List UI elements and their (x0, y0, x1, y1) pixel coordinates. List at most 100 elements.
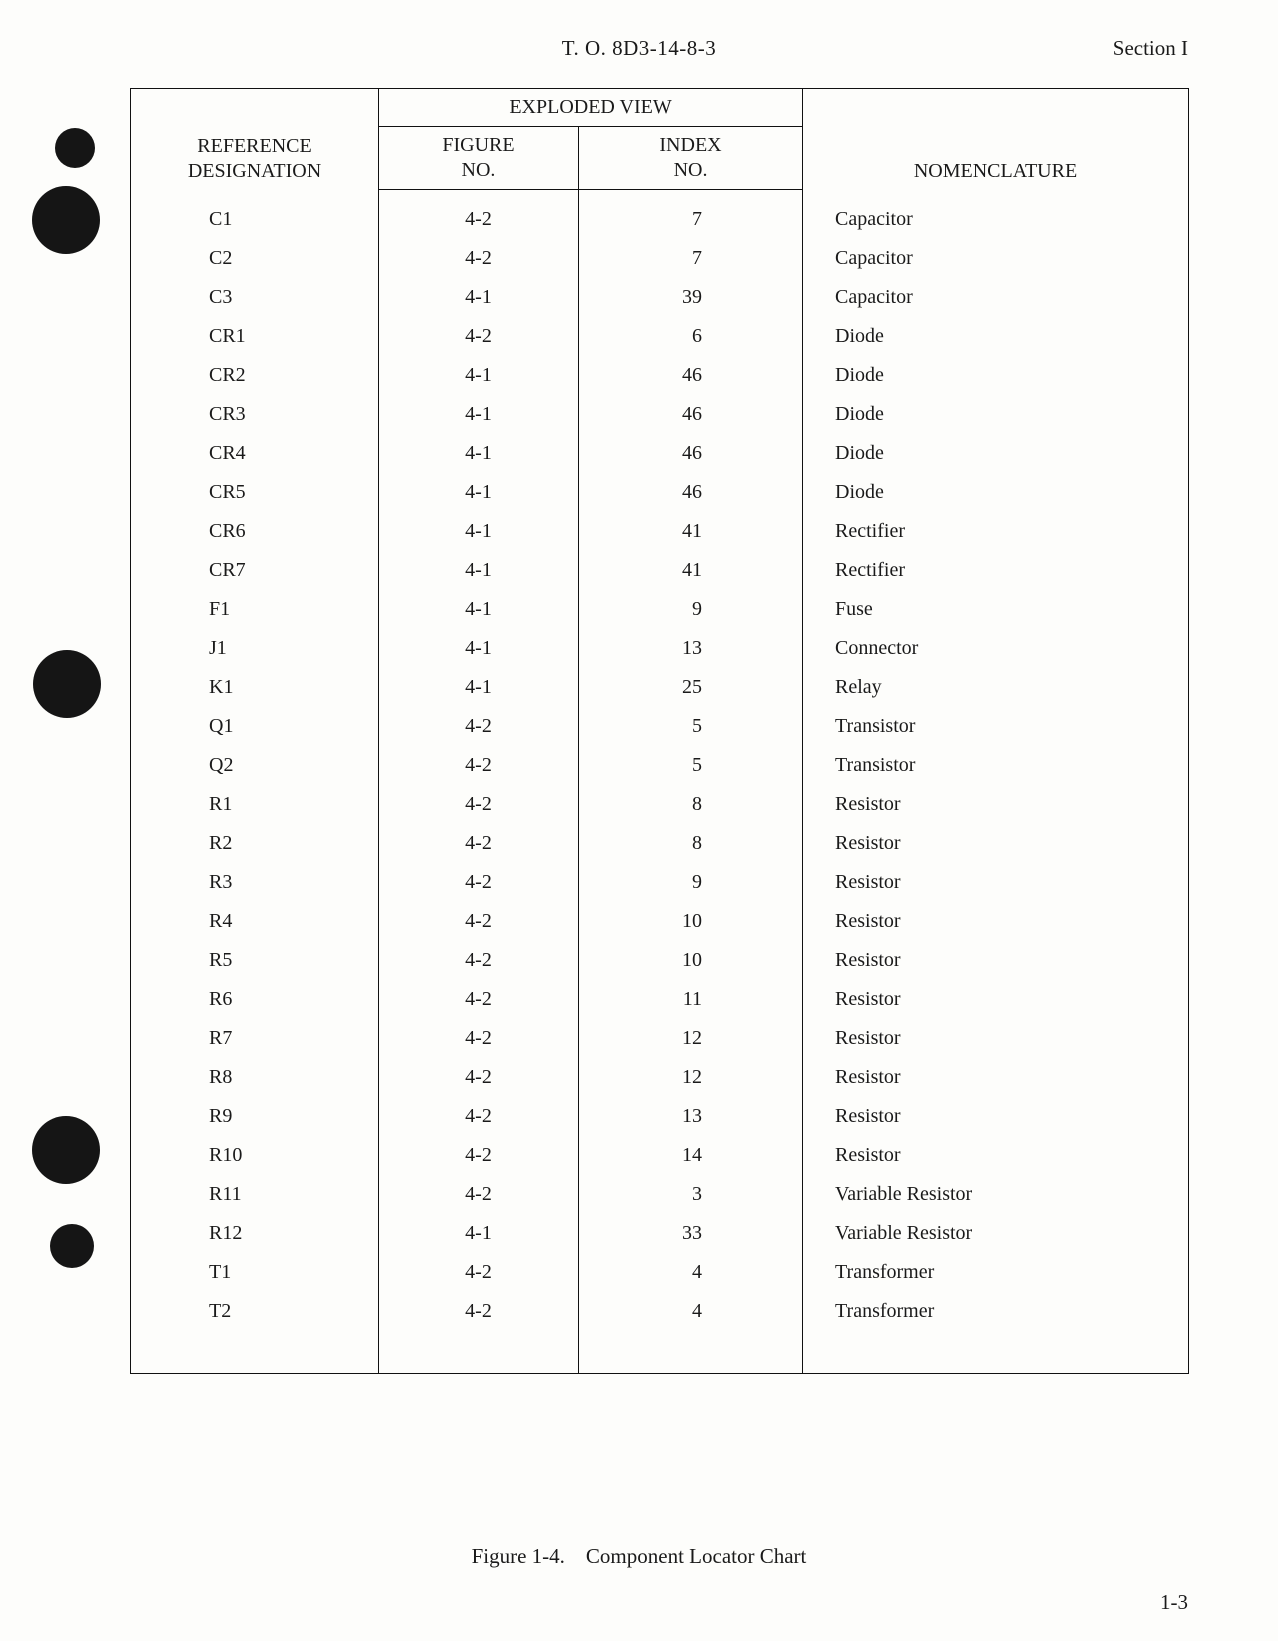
cell-index-no: 46 (579, 395, 803, 434)
cell-figure-no: 4-2 (379, 1019, 579, 1058)
col-header-text: INDEX (659, 134, 721, 156)
cell-nomenclature: Capacitor (803, 190, 1189, 240)
cell-index-no: 8 (579, 824, 803, 863)
cell-reference-designation: C1 (131, 190, 379, 240)
col-header-text: REFERENCE (197, 135, 311, 157)
cell-index-no: 12 (579, 1019, 803, 1058)
cell-reference-designation: C2 (131, 239, 379, 278)
cell-figure-no: 4-2 (379, 941, 579, 980)
cell-reference-designation: C3 (131, 278, 379, 317)
cell-figure-no: 4-1 (379, 278, 579, 317)
cell-reference-designation: Q2 (131, 746, 379, 785)
cell-reference-designation: T1 (131, 1253, 379, 1292)
table-row: C24-27Capacitor (131, 239, 1189, 278)
table-row: CR34-146Diode (131, 395, 1189, 434)
cell-index-no: 9 (579, 863, 803, 902)
cell-figure-no: 4-2 (379, 902, 579, 941)
cell-nomenclature: Resistor (803, 1019, 1189, 1058)
punch-hole-icon (50, 1224, 94, 1268)
cell-figure-no: 4-2 (379, 707, 579, 746)
cell-index-no: 25 (579, 668, 803, 707)
cell-reference-designation: R10 (131, 1136, 379, 1175)
table-row: R74-212Resistor (131, 1019, 1189, 1058)
cell-reference-designation: Q1 (131, 707, 379, 746)
cell-empty (579, 1331, 803, 1374)
punch-hole-icon (32, 186, 100, 254)
cell-nomenclature: Resistor (803, 902, 1189, 941)
cell-index-no: 12 (579, 1058, 803, 1097)
cell-empty (803, 1331, 1189, 1374)
punch-hole-icon (33, 650, 101, 718)
cell-nomenclature: Relay (803, 668, 1189, 707)
cell-reference-designation: CR6 (131, 512, 379, 551)
col-header-text: NO. (674, 159, 708, 181)
table-row-spacer (131, 1331, 1189, 1374)
cell-index-no: 5 (579, 746, 803, 785)
cell-reference-designation: R7 (131, 1019, 379, 1058)
cell-figure-no: 4-2 (379, 1292, 579, 1331)
cell-index-no: 46 (579, 434, 803, 473)
cell-figure-no: 4-2 (379, 980, 579, 1019)
table-row: R14-28Resistor (131, 785, 1189, 824)
table-row: R34-29Resistor (131, 863, 1189, 902)
cell-figure-no: 4-2 (379, 746, 579, 785)
cell-nomenclature: Resistor (803, 824, 1189, 863)
cell-index-no: 13 (579, 1097, 803, 1136)
cell-reference-designation: F1 (131, 590, 379, 629)
col-header-figure-no: FIGURE NO. (379, 127, 579, 190)
cell-reference-designation: R1 (131, 785, 379, 824)
cell-index-no: 39 (579, 278, 803, 317)
cell-nomenclature: Resistor (803, 980, 1189, 1019)
cell-figure-no: 4-2 (379, 1253, 579, 1292)
cell-nomenclature: Resistor (803, 863, 1189, 902)
cell-nomenclature: Transistor (803, 746, 1189, 785)
table-row: R44-210Resistor (131, 902, 1189, 941)
cell-index-no: 11 (579, 980, 803, 1019)
cell-index-no: 13 (579, 629, 803, 668)
col-header-exploded-view: EXPLODED VIEW (379, 89, 803, 127)
cell-index-no: 46 (579, 356, 803, 395)
table-row: R54-210Resistor (131, 941, 1189, 980)
cell-nomenclature: Variable Resistor (803, 1214, 1189, 1253)
cell-nomenclature: Capacitor (803, 278, 1189, 317)
cell-index-no: 46 (579, 473, 803, 512)
table-row: T24-24Transformer (131, 1292, 1189, 1331)
cell-reference-designation: R3 (131, 863, 379, 902)
table-row: CR74-141Rectifier (131, 551, 1189, 590)
cell-figure-no: 4-2 (379, 1175, 579, 1214)
col-header-nomenclature: NOMENCLATURE (803, 89, 1189, 190)
cell-figure-no: 4-1 (379, 395, 579, 434)
cell-reference-designation: J1 (131, 629, 379, 668)
col-header-reference: REFERENCE DESIGNATION (131, 89, 379, 190)
table-row: C34-139Capacitor (131, 278, 1189, 317)
col-header-text: FIGURE (442, 134, 514, 156)
cell-reference-designation: CR7 (131, 551, 379, 590)
cell-reference-designation: R9 (131, 1097, 379, 1136)
cell-figure-no: 4-2 (379, 239, 579, 278)
cell-nomenclature: Variable Resistor (803, 1175, 1189, 1214)
cell-reference-designation: R5 (131, 941, 379, 980)
cell-nomenclature: Fuse (803, 590, 1189, 629)
table-row: R84-212Resistor (131, 1058, 1189, 1097)
col-header-text: NO. (462, 159, 496, 181)
cell-nomenclature: Connector (803, 629, 1189, 668)
table-body: C14-27CapacitorC24-27CapacitorC34-139Cap… (131, 190, 1189, 1374)
cell-figure-no: 4-2 (379, 785, 579, 824)
cell-index-no: 7 (579, 190, 803, 240)
cell-nomenclature: Diode (803, 317, 1189, 356)
cell-nomenclature: Resistor (803, 785, 1189, 824)
table-row: R64-211Resistor (131, 980, 1189, 1019)
cell-figure-no: 4-1 (379, 434, 579, 473)
figure-caption: Figure 1-4. Component Locator Chart (0, 1544, 1278, 1569)
cell-index-no: 33 (579, 1214, 803, 1253)
cell-nomenclature: Diode (803, 473, 1189, 512)
cell-figure-no: 4-1 (379, 356, 579, 395)
table-row: R124-133Variable Resistor (131, 1214, 1189, 1253)
cell-reference-designation: R8 (131, 1058, 379, 1097)
cell-figure-no: 4-1 (379, 512, 579, 551)
table-row: K14-125Relay (131, 668, 1189, 707)
table-row: CR44-146Diode (131, 434, 1189, 473)
cell-reference-designation: R6 (131, 980, 379, 1019)
cell-reference-designation: R12 (131, 1214, 379, 1253)
cell-index-no: 7 (579, 239, 803, 278)
